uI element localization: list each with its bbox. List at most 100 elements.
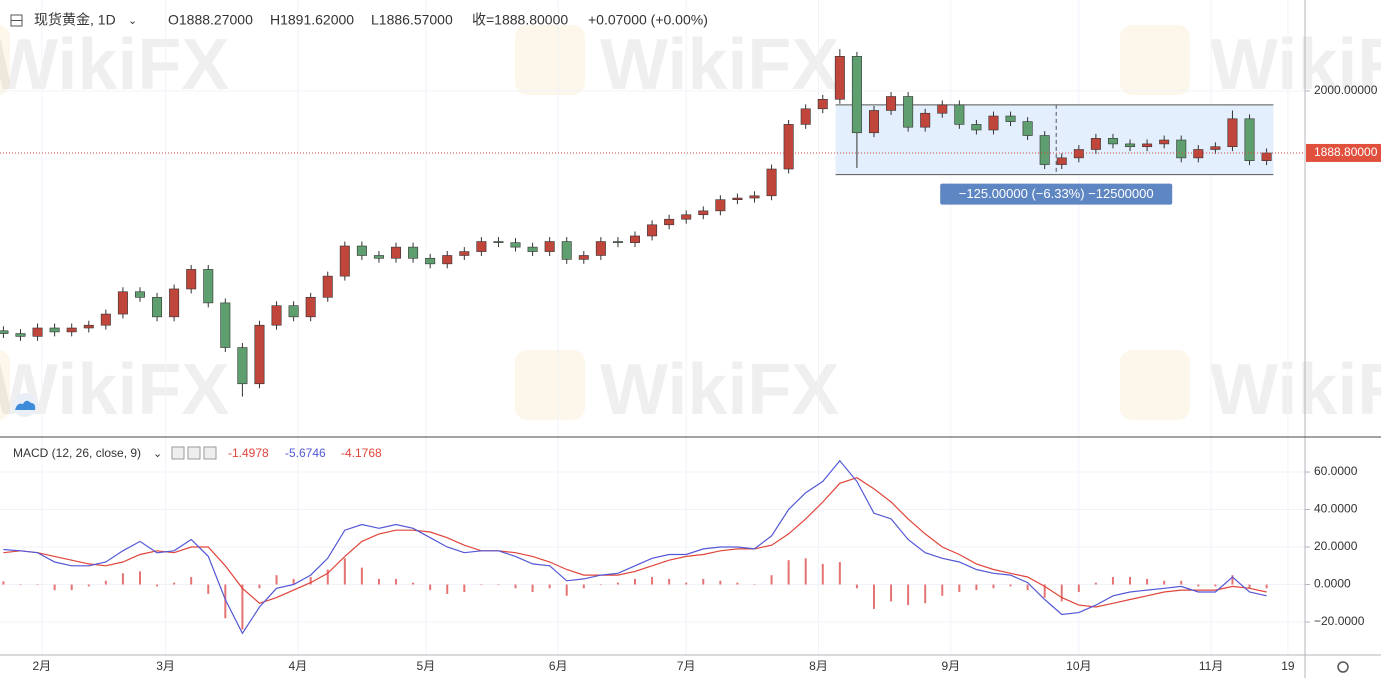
symbol[interactable]: 现货黄金, 1D: [34, 12, 116, 28]
histogram-bar: [446, 584, 449, 594]
histogram-bar: [463, 584, 466, 593]
histogram-bar: [753, 584, 756, 586]
histogram-bar: [924, 584, 927, 604]
y-tick-label: −20.0000: [1314, 614, 1365, 628]
watermark: WikiFX: [1210, 25, 1381, 105]
candle-body: [1022, 121, 1033, 136]
histogram-bar: [1231, 575, 1234, 585]
x-tick-label: 9月: [941, 659, 960, 673]
candle-body: [868, 110, 879, 134]
histogram-bar: [685, 582, 688, 585]
candle-body: [322, 275, 333, 298]
macd-title: MACD (12, 26, close, 9): [13, 446, 141, 460]
candle-body: [1142, 143, 1153, 148]
histogram-bar: [599, 584, 602, 586]
histogram-bar: [360, 567, 363, 585]
x-tick-label: 6月: [549, 659, 568, 673]
candle-body: [1073, 149, 1084, 159]
histogram-bar: [190, 577, 193, 585]
histogram-bar: [121, 573, 124, 585]
histogram-bar: [138, 571, 141, 585]
ohlc-open: O1888.27000: [168, 12, 253, 28]
histogram-bar: [104, 580, 107, 585]
histogram-bar: [1265, 584, 1268, 589]
histogram-bar: [1248, 584, 1251, 589]
macd-caret[interactable]: ⌄: [153, 448, 162, 460]
settings-gear[interactable]: [1337, 661, 1349, 673]
histogram-bar: [907, 584, 910, 606]
watermark: WikiFX: [0, 350, 229, 430]
histogram-bar: [958, 584, 961, 593]
candle-body: [476, 241, 487, 252]
candle-body: [0, 330, 9, 334]
candle-body: [1159, 139, 1170, 145]
candle-body: [1244, 118, 1255, 161]
range-label-bg: [940, 183, 1173, 205]
histogram-readout: -1.4978: [228, 446, 269, 460]
indicator-settings-button[interactable]: [187, 446, 201, 460]
histogram-bar: [1026, 584, 1029, 591]
histogram-bar: [1163, 580, 1166, 585]
y-tick-label: 20.0000: [1314, 539, 1358, 553]
histogram-bar: [1043, 584, 1046, 598]
histogram-bar: [719, 580, 722, 585]
histogram-bar: [634, 578, 637, 585]
candle-body: [1125, 143, 1136, 148]
histogram-bar: [582, 584, 585, 589]
candle-body: [15, 333, 26, 337]
interval-caret[interactable]: ⌄: [128, 15, 137, 27]
watermark: WikiFX: [600, 350, 839, 430]
candle-body: [1210, 146, 1221, 150]
histogram-bar: [497, 584, 500, 586]
candle-body: [66, 327, 77, 333]
indicator-remove-button[interactable]: [203, 446, 217, 460]
histogram-bar: [1111, 577, 1114, 585]
candle-body: [1227, 118, 1238, 148]
watermark-logo: [0, 350, 10, 420]
candle-body: [510, 242, 521, 248]
histogram-bar: [548, 584, 551, 589]
candle-body: [493, 241, 504, 243]
y-tick-label: 40.0000: [1314, 502, 1358, 516]
candle-body: [220, 302, 231, 348]
watermark-logo: [0, 25, 10, 95]
ohlc-low: L1886.57000: [371, 12, 453, 28]
candle-body: [459, 251, 470, 256]
ohlc-close: 收=1888.80000: [472, 12, 568, 28]
candle-body: [1005, 115, 1016, 122]
indicator-visibility-button[interactable]: [171, 446, 185, 460]
histogram-bar: [156, 584, 159, 587]
histogram-bar: [514, 584, 517, 589]
candle-body: [630, 235, 640, 243]
x-tick-label: 19: [1281, 659, 1295, 673]
candle-body: [903, 96, 914, 128]
candle-body: [681, 214, 692, 220]
histogram-bar: [838, 562, 841, 585]
plot: −125.00000 (−6.33%) −12500000: [0, 49, 1305, 635]
candle-body: [339, 245, 350, 277]
histogram-bar: [343, 558, 346, 585]
histogram-bar: [1214, 584, 1217, 587]
histogram-bar: [872, 584, 875, 609]
x-tick-label: 2月: [32, 659, 51, 673]
candle-body: [578, 255, 589, 260]
x-tick-label: 10月: [1066, 659, 1091, 673]
x-tick-label: 7月: [677, 659, 696, 673]
candle-body: [305, 297, 316, 318]
histogram-bar: [1077, 584, 1080, 593]
histogram-bar: [70, 584, 73, 591]
histogram-bar: [1060, 584, 1063, 602]
candle-body: [886, 96, 897, 111]
histogram-bar: [616, 582, 619, 585]
range-box: [835, 104, 1274, 175]
histogram-bar: [480, 584, 483, 586]
candle-body: [254, 324, 265, 385]
candle-body: [766, 168, 777, 197]
x-tick-label: 3月: [156, 659, 175, 673]
candle-body: [391, 246, 402, 259]
histogram-bar: [275, 575, 278, 585]
candle-body: [1107, 138, 1118, 145]
histogram-bar: [565, 584, 568, 596]
watermark-logo: [515, 350, 585, 420]
